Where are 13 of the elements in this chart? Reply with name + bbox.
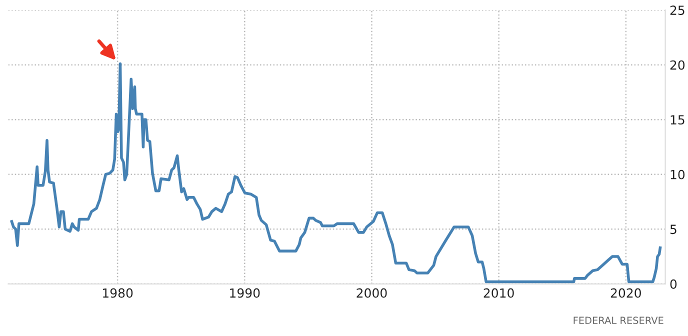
x-tick-label: 2020 [610,288,641,298]
y-tick-label: 10 [670,170,685,180]
line-series [10,62,662,284]
y-tick-label: 20 [670,60,685,70]
x-tick-label: 1980 [103,288,133,298]
y-tick-label: 5 [670,224,676,234]
x-tick-label: 2000 [356,288,387,298]
y-tick-label: 25 [670,6,684,16]
x-tick-label: 2010 [484,288,514,298]
y-tick-label: 0 [670,279,677,289]
text: FEDERAL RESERVE [574,316,664,324]
y-tick-label: 15 [670,115,684,125]
x-tick-label: 1990 [230,288,260,298]
